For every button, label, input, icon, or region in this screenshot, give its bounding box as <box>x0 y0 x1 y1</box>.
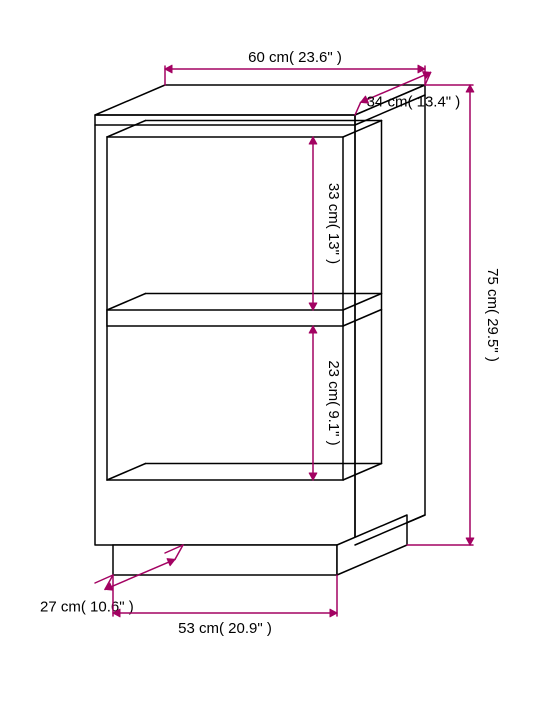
dim-base-width: 53 cm( 20.9" ) <box>178 620 272 637</box>
dim-width-top: 60 cm( 23.6" ) <box>248 49 342 66</box>
dim-lower-opening: 23 cm( 9.1" ) <box>325 360 342 445</box>
cabinet-drawing <box>95 85 425 575</box>
dim-height: 75 cm( 29.5" ) <box>484 268 501 362</box>
dim-depth-top: 34 cm( 13.4" ) <box>367 93 461 110</box>
dim-upper-opening: 33 cm( 13" ) <box>325 183 342 264</box>
